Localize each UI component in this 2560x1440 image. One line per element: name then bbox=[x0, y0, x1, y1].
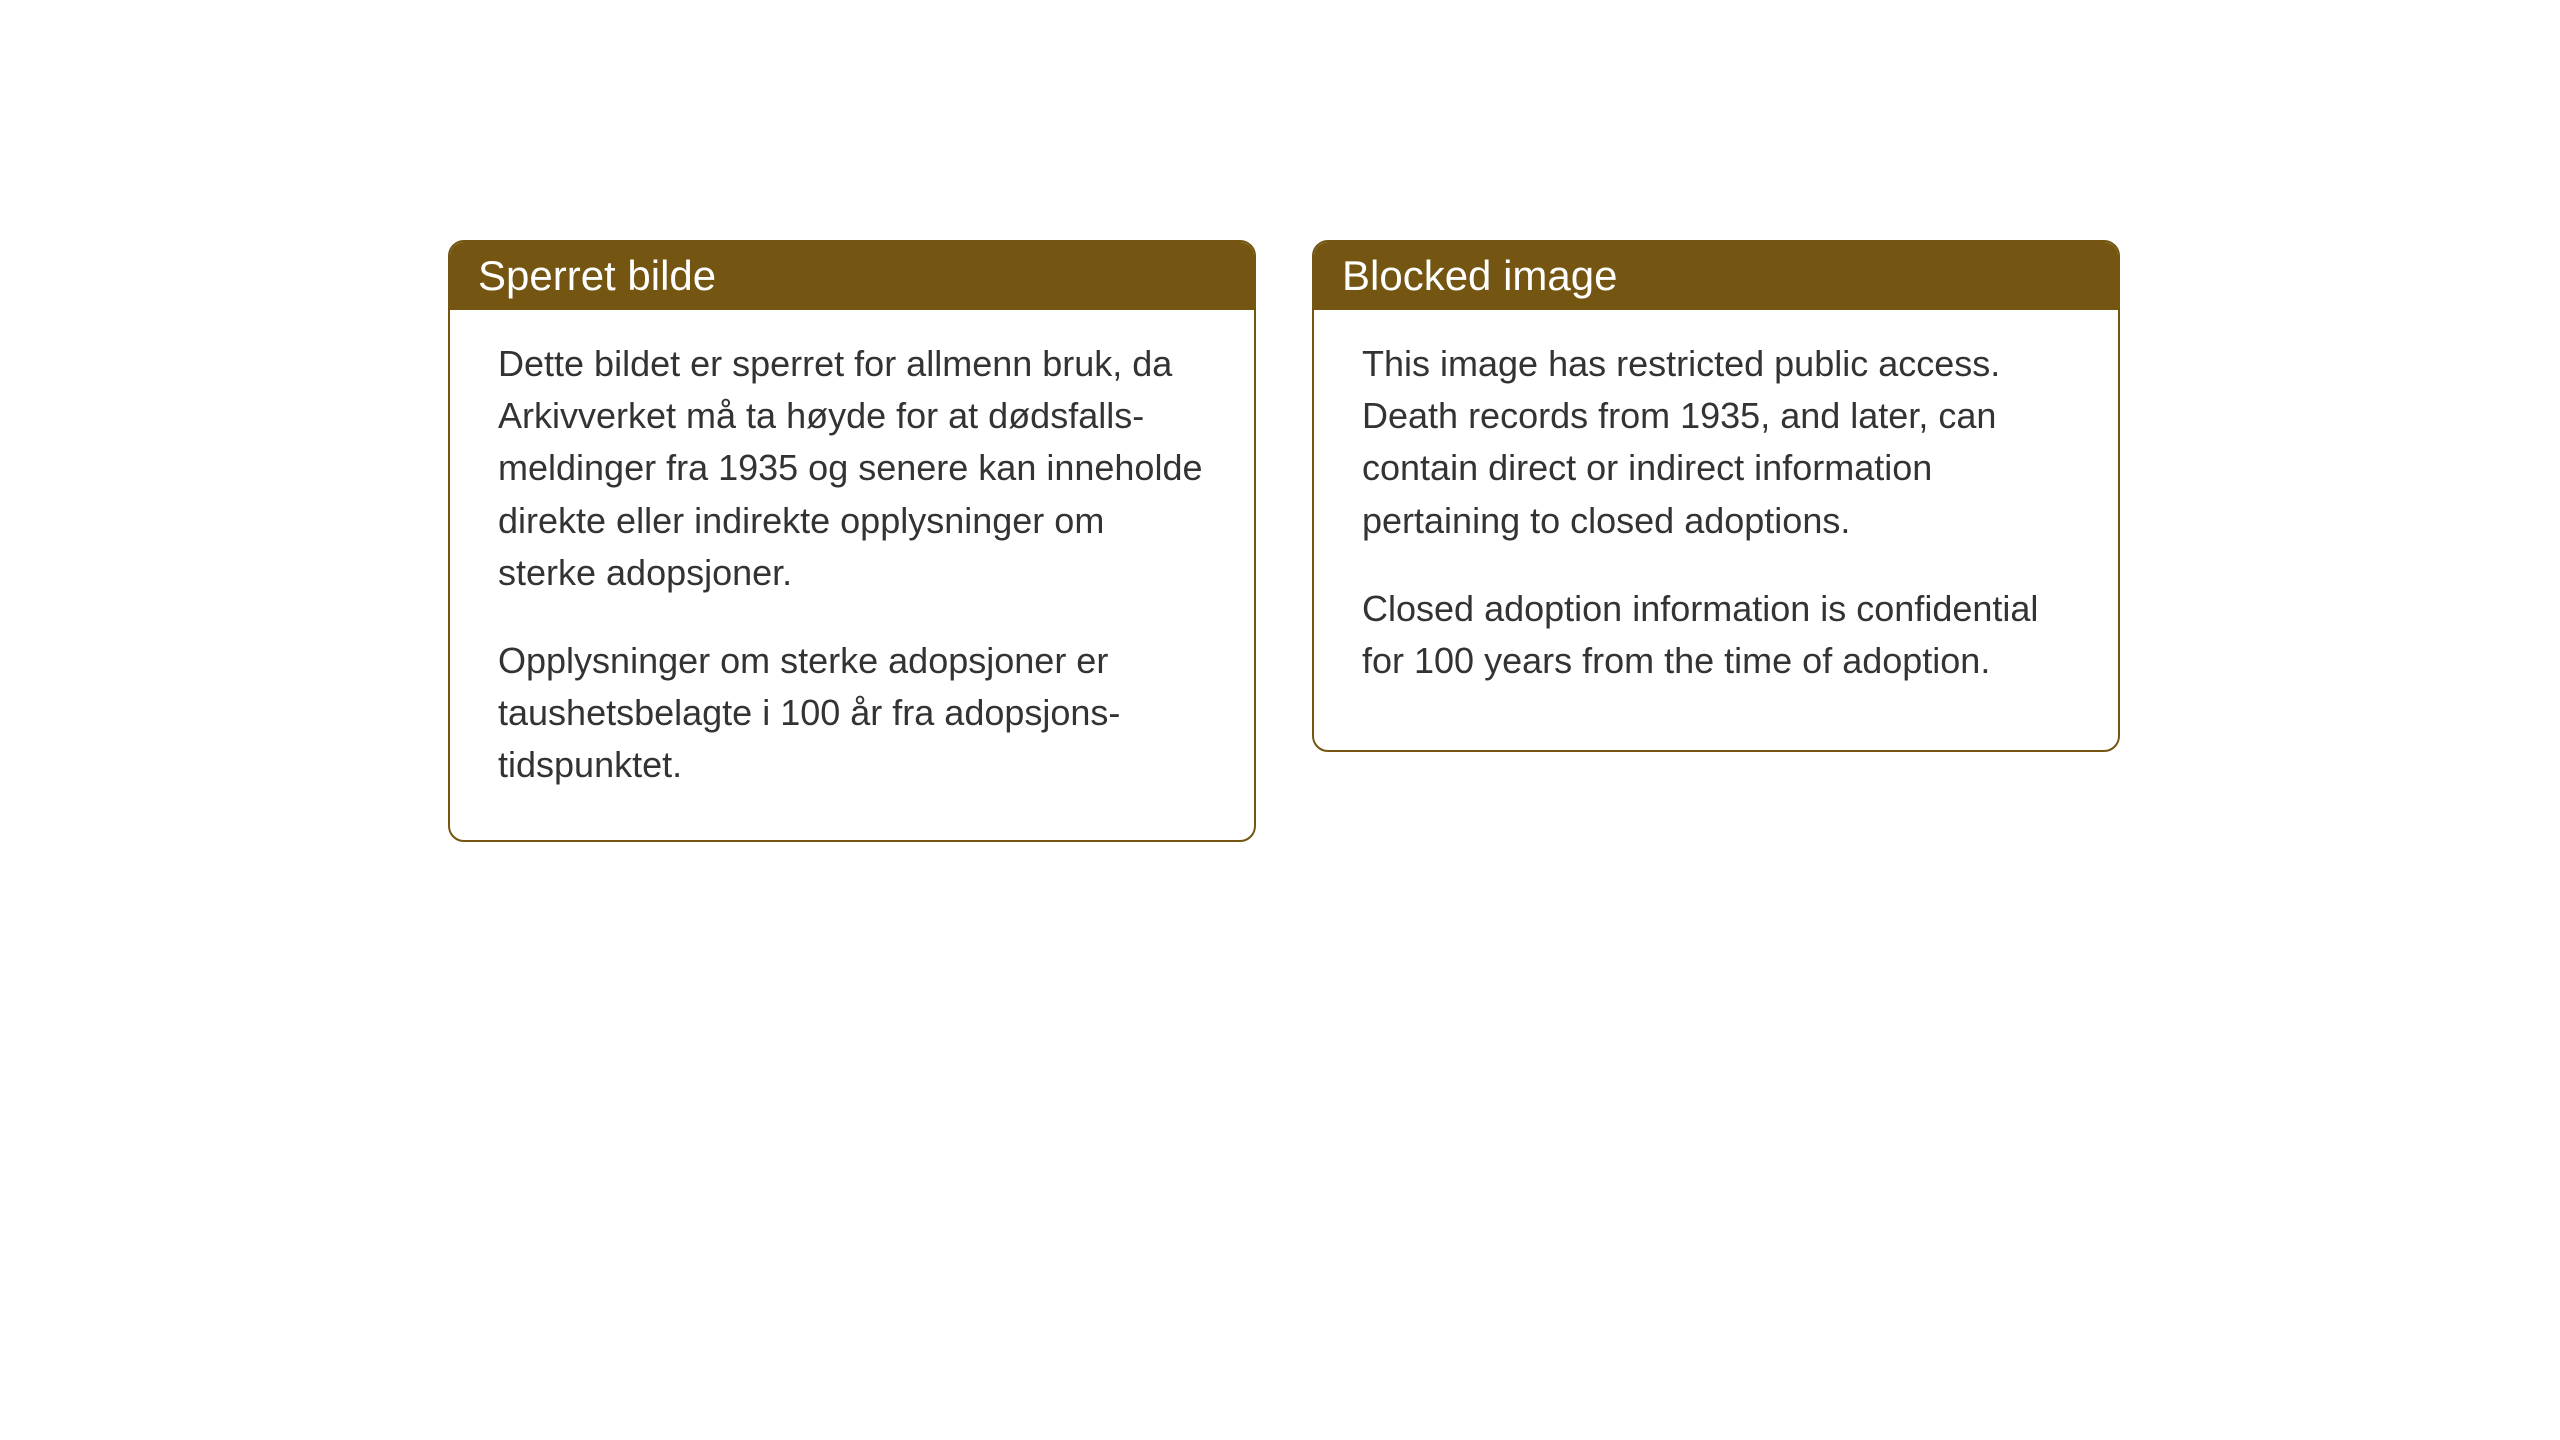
notice-container: Sperret bilde Dette bildet er sperret fo… bbox=[448, 240, 2120, 842]
notice-card-norwegian: Sperret bilde Dette bildet er sperret fo… bbox=[448, 240, 1256, 842]
notice-paragraph-1-norwegian: Dette bildet er sperret for allmenn bruk… bbox=[498, 338, 1206, 599]
notice-body-norwegian: Dette bildet er sperret for allmenn bruk… bbox=[450, 310, 1254, 840]
notice-body-english: This image has restricted public access.… bbox=[1314, 310, 2118, 735]
notice-card-english: Blocked image This image has restricted … bbox=[1312, 240, 2120, 752]
notice-paragraph-1-english: This image has restricted public access.… bbox=[1362, 338, 2070, 547]
notice-header-english: Blocked image bbox=[1314, 242, 2118, 310]
notice-paragraph-2-norwegian: Opplysninger om sterke adopsjoner er tau… bbox=[498, 635, 1206, 792]
notice-paragraph-2-english: Closed adoption information is confident… bbox=[1362, 583, 2070, 687]
notice-header-norwegian: Sperret bilde bbox=[450, 242, 1254, 310]
